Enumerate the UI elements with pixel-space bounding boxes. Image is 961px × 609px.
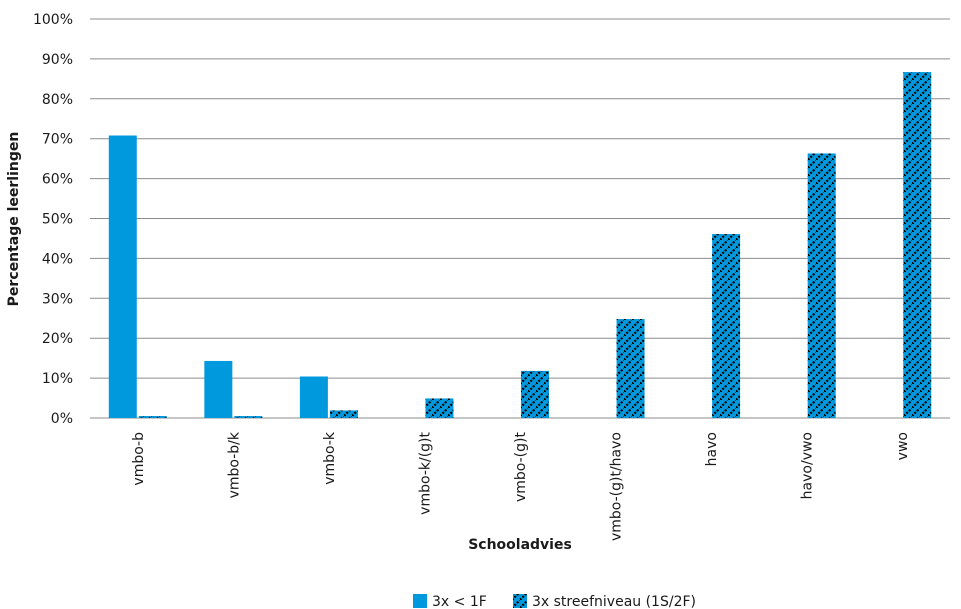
- x-tick-label: havo/vwo: [800, 432, 816, 499]
- y-tick-label: 10%: [42, 371, 73, 387]
- y-tick-label: 80%: [42, 92, 73, 108]
- x-tick-label: havo: [704, 432, 720, 466]
- bar-below-1f-1: [204, 360, 233, 418]
- y-axis-ticks: 0% 10% 20% 30% 40% 50% 60% 70% 80% 90% 100%: [33, 12, 73, 427]
- bar-streefniveau-3: [425, 398, 454, 418]
- bar-streefniveau-4: [521, 370, 549, 418]
- y-axis-title: Percentage leerlingen: [6, 132, 22, 307]
- gridlines: [90, 18, 950, 419]
- bar-below-1f-2: [299, 376, 328, 418]
- x-tick-label: vmbo-(g)t/havo: [609, 432, 625, 541]
- legend: 3x < 1F 3x streefniveau (1S/2F): [413, 594, 696, 609]
- y-tick-label: 100%: [33, 12, 73, 28]
- bar-streefniveau-0: [138, 416, 167, 418]
- y-tick-label: 0%: [51, 411, 73, 427]
- bar-streefniveau-7: [807, 153, 836, 418]
- y-tick-label: 30%: [42, 291, 73, 307]
- x-tick-label: vmbo-k/(g)t: [417, 431, 433, 514]
- y-tick-label: 20%: [42, 331, 73, 347]
- legend-below-1f-label: 3x < 1F: [432, 594, 487, 609]
- x-tick-label: vmbo-b/k: [226, 431, 242, 498]
- x-tick-label: vmbo-k: [322, 431, 338, 485]
- y-tick-label: 50%: [42, 212, 73, 228]
- x-tick-label: vmbo-b: [131, 432, 147, 486]
- bar-streefniveau-8: [903, 72, 932, 418]
- bar-streefniveau-5: [616, 319, 645, 418]
- bar-streefniveau-6: [712, 234, 741, 418]
- y-tick-label: 60%: [42, 172, 73, 188]
- x-tick-label: vwo: [895, 432, 911, 460]
- x-axis-ticks: vmbo-b vmbo-b/k vmbo-k vmbo-k/(g)t vmbo-(g)t…: [131, 431, 911, 541]
- x-axis-title: Schooladvies: [468, 537, 572, 553]
- bars: [108, 72, 932, 418]
- bar-streefniveau-1: [234, 416, 263, 418]
- legend-streefniveau-label: 3x streefniveau (1S/2F): [532, 594, 696, 609]
- y-tick-label: 90%: [42, 52, 73, 68]
- x-tick-label: vmbo-(g)t: [513, 432, 529, 502]
- bar-streefniveau-2: [329, 410, 358, 418]
- y-tick-label: 40%: [42, 251, 73, 267]
- bar-below-1f-0: [108, 135, 137, 418]
- y-tick-label: 70%: [42, 132, 73, 148]
- legend-streefniveau-swatch: [513, 594, 527, 608]
- legend-below-1f-swatch: [413, 594, 427, 608]
